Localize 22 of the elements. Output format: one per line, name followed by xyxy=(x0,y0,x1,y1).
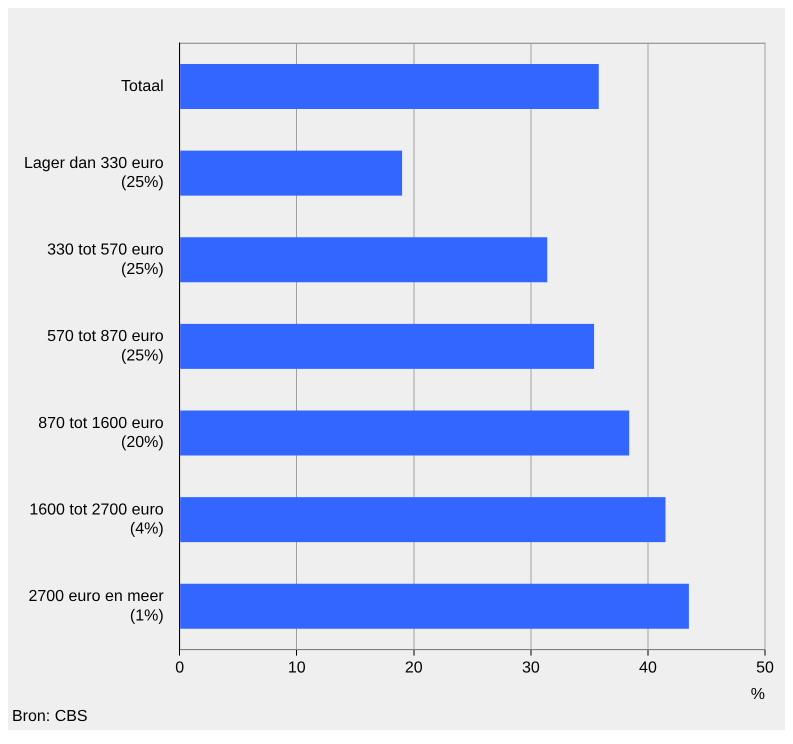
bar xyxy=(180,150,402,196)
x-tick-label: 50 xyxy=(756,660,774,677)
x-axis-title: % xyxy=(750,686,765,703)
y-tick-label: Totaal xyxy=(120,78,164,95)
y-tick-label: 1600 tot 2700 euro (4%) xyxy=(29,501,164,538)
bar xyxy=(180,64,599,110)
x-tick-label: 30 xyxy=(522,660,540,677)
y-tick-label: 330 tot 570 euro (25%) xyxy=(47,242,164,278)
y-tick-label: Lager dan 330 euro (25%) xyxy=(24,154,164,192)
y-tick-label: 2700 euro en meer (1%) xyxy=(28,588,164,624)
bar xyxy=(180,237,548,282)
bar xyxy=(180,410,630,456)
y-tick-label: 570 tot 870 euro (25%) xyxy=(47,328,164,364)
x-tick-label: 0 xyxy=(175,660,184,677)
text: Bron: CBS xyxy=(11,708,89,727)
x-tick-label: 20 xyxy=(404,660,423,677)
x-tick-label: 40 xyxy=(639,660,657,677)
bar xyxy=(180,324,594,369)
bar xyxy=(180,584,689,629)
x-tick-label: 10 xyxy=(288,660,306,677)
bar xyxy=(180,497,666,542)
y-tick-label: 870 tot 1600 euro (20%) xyxy=(38,414,164,452)
